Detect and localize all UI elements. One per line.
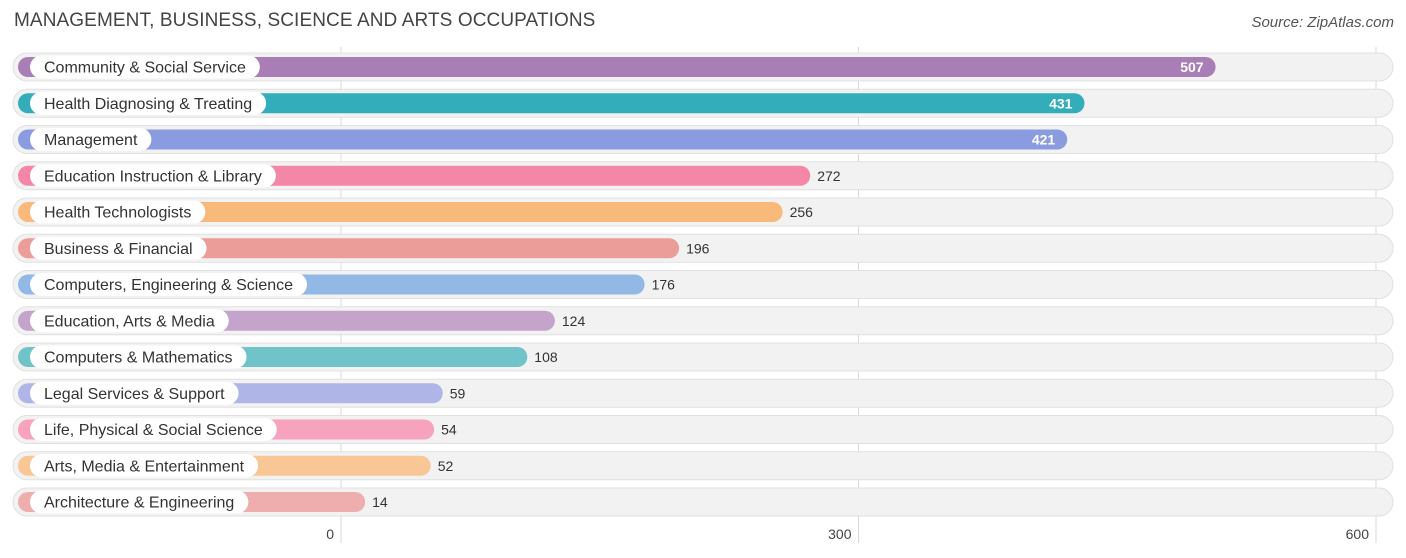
category-label-pill [30, 309, 229, 333]
bar [18, 202, 783, 222]
category-label: Architecture & Engineering [44, 495, 234, 512]
bar-row: Computers, Engineering & Science 176 [12, 270, 1394, 299]
value-label: 14 [372, 494, 388, 510]
value-label: 176 [652, 277, 676, 293]
x-tick-label: 600 [1346, 526, 1370, 542]
chart-title: MANAGEMENT, BUSINESS, SCIENCE AND ARTS O… [14, 10, 596, 31]
bar-row: Education Instruction & Library 272 [12, 161, 1394, 191]
category-label-pill [30, 418, 277, 441]
bar-row: Legal Services & Support 59 [12, 378, 1394, 408]
value-label: 108 [534, 349, 558, 365]
bar [18, 57, 1216, 77]
bar-row: Computers & Mathematics 108 [12, 342, 1394, 372]
bar [18, 129, 1068, 150]
bar-row: Business & Financial 196 [12, 233, 1394, 263]
source-label: Source: ZipAtlas.com [1251, 14, 1394, 31]
x-tick-label: 0 [326, 526, 334, 542]
category-label-pill [30, 91, 267, 115]
category-label-pill [30, 55, 260, 79]
category-label-pill [30, 345, 247, 369]
category-label-pill [30, 454, 259, 478]
bar-row: Arts, Media & Entertainment 52 [12, 451, 1394, 481]
category-label: Business & Financial [44, 241, 193, 258]
category-label-pill [30, 381, 239, 405]
category-label: Life, Physical & Social Science [44, 422, 263, 439]
bar-row: Health Technologists 256 [12, 197, 1394, 227]
bar-row: Community & Social Service 507 [12, 52, 1394, 82]
category-label-pill [30, 273, 308, 296]
bar-row: Architecture & Engineering 14 [12, 487, 1394, 517]
value-label: 52 [438, 458, 454, 474]
category-label-pill [30, 490, 249, 514]
category-label: Management [44, 132, 138, 149]
category-label-pill [30, 200, 206, 224]
category-label: Computers, Engineering & Science [44, 277, 293, 294]
value-label: 507 [1180, 59, 1204, 75]
category-label: Health Diagnosing & Treating [44, 96, 252, 113]
bar-row: Education, Arts & Media 124 [12, 306, 1394, 336]
category-label: Education, Arts & Media [44, 313, 215, 330]
value-label: 54 [441, 422, 457, 438]
value-label: 421 [1032, 132, 1056, 148]
category-label-pill [30, 236, 207, 260]
bar [18, 93, 1085, 114]
x-tick-label: 300 [828, 526, 852, 542]
bar-row: Health Diagnosing & Treating 431 [12, 88, 1394, 118]
value-label: 256 [790, 204, 814, 220]
value-label: 59 [450, 385, 466, 401]
category-label: Community & Social Service [44, 60, 246, 77]
category-label: Education Instruction & Library [44, 168, 262, 185]
value-label: 196 [686, 240, 710, 256]
category-label-pill [30, 164, 276, 188]
category-label: Arts, Media & Entertainment [44, 458, 245, 475]
bar-row: Management 421 [12, 125, 1394, 154]
value-label: 272 [817, 168, 841, 184]
category-label: Health Technologists [44, 205, 191, 222]
value-label: 124 [562, 313, 586, 329]
category-label: Computers & Mathematics [44, 350, 233, 367]
bar-row: Life, Physical & Social Science 54 [12, 415, 1394, 444]
category-label: Legal Services & Support [44, 386, 225, 403]
value-label: 431 [1049, 95, 1073, 111]
category-label-pill [30, 128, 152, 151]
